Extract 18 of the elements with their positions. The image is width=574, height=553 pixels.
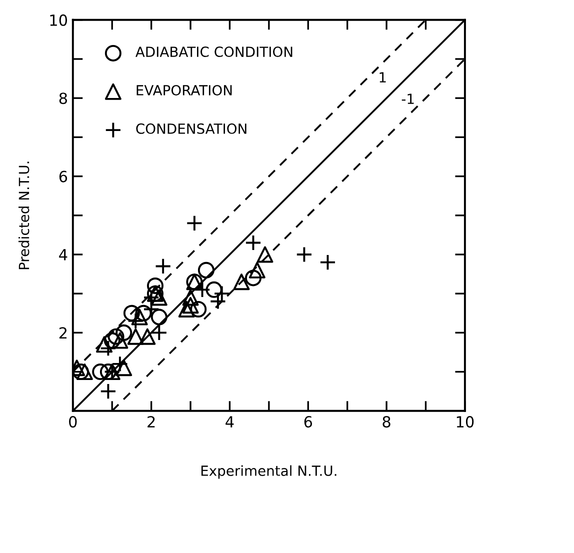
y-tick-label: 8 [59, 92, 67, 104]
x-axis-title: Experimental N.T.U. [201, 465, 336, 479]
y-tick-label: 2 [59, 327, 67, 338]
legend-label: ADIABATIC CONDITION [136, 46, 292, 58]
legend-label: CONDENSATION [136, 123, 246, 134]
y-axis-title: Predicted N.T.U. [18, 162, 30, 270]
y-tick-label: 10 [50, 14, 68, 26]
x-tick-label: 0 [69, 416, 77, 428]
x-tick-label: 8 [382, 416, 390, 428]
y-tick-label: 4 [59, 249, 68, 260]
y-tick-label: 6 [59, 170, 68, 182]
annotation: 1 [380, 72, 386, 82]
x-tick-label: 2 [148, 416, 155, 428]
x-tick-label: 10 [456, 416, 474, 428]
annotation: -1 [402, 94, 414, 104]
legend-label: EVAPORATION [136, 84, 232, 96]
x-tick-label: 6 [304, 416, 312, 428]
x-tick-label: 4 [226, 416, 234, 428]
